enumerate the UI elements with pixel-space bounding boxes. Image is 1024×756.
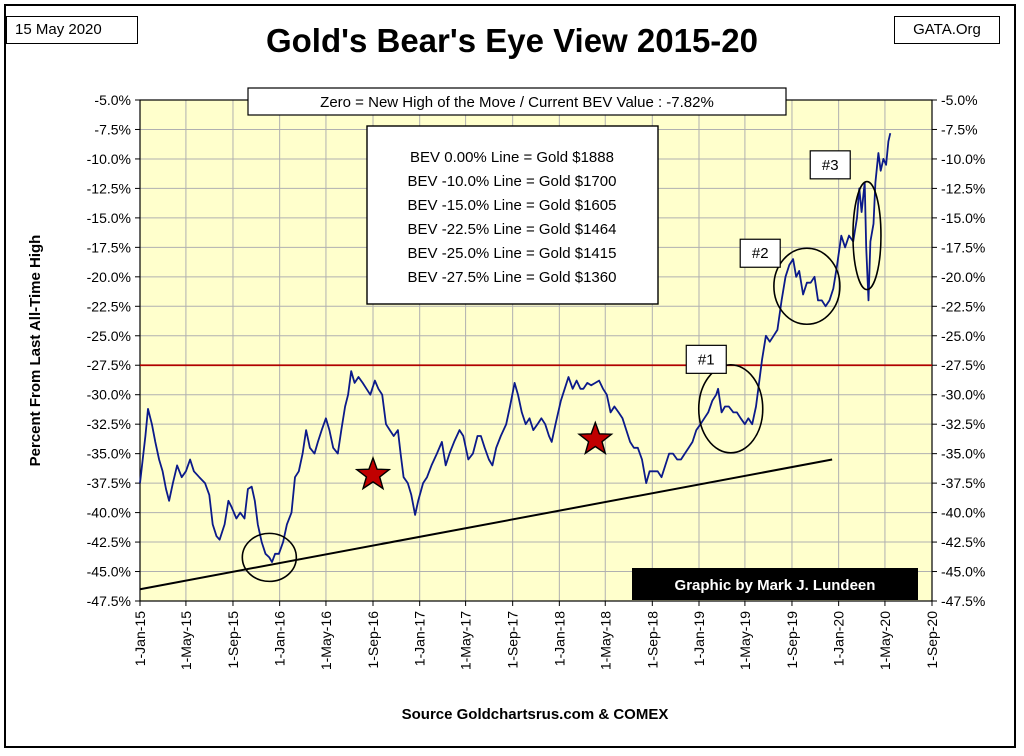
- y-tick-label-right: -45.0%: [941, 564, 985, 580]
- y-tick-label-right: -40.0%: [941, 505, 985, 521]
- y-tick-label-right: -30.0%: [941, 387, 985, 403]
- y-tick-label-left: -35.0%: [87, 446, 131, 462]
- y-tick-label-left: -5.0%: [94, 92, 131, 108]
- y-tick-label-right: -15.0%: [941, 210, 985, 226]
- x-tick-label: 1-Jan-16: [272, 611, 288, 666]
- x-tick-label: 1-Sep-19: [784, 611, 800, 669]
- y-tick-label-left: -17.5%: [87, 239, 131, 255]
- x-tick-label: 1-May-18: [597, 611, 613, 670]
- x-tick-label: 1-Jan-15: [132, 611, 148, 666]
- x-tick-label: 1-Sep-17: [505, 611, 521, 669]
- y-tick-label-right: -10.0%: [941, 151, 985, 167]
- x-tick-label: 1-May-15: [178, 611, 194, 670]
- y-tick-label-left: -47.5%: [87, 593, 131, 609]
- highlight-ellipse: [241, 532, 298, 583]
- x-tick-label: 1-Jan-18: [551, 611, 567, 666]
- highlight-ellipse: [697, 364, 764, 454]
- y-tick-label-right: -25.0%: [941, 328, 985, 344]
- y-tick-label-left: -30.0%: [87, 387, 131, 403]
- y-tick-label-left: -25.0%: [87, 328, 131, 344]
- chart-title: Gold's Bear's Eye View 2015-20: [265, 22, 759, 59]
- bev-table-row: BEV -25.0% Line = Gold $1415: [408, 245, 617, 262]
- y-tick-label-left: -45.0%: [87, 564, 131, 580]
- series-line: [139, 132, 892, 563]
- y-tick-label-right: -42.5%: [941, 534, 985, 550]
- highlight-ellipse: [852, 180, 882, 291]
- y-tick-label-left: -12.5%: [87, 180, 131, 196]
- bev-table-row: BEV -10.0% Line = Gold $1700: [408, 173, 617, 190]
- y-tick-label-left: -7.5%: [94, 121, 131, 137]
- y-tick-label-right: -22.5%: [941, 298, 985, 314]
- header-annotation-text: Zero = New High of the Move / Current BE…: [320, 94, 714, 111]
- y-tick-label-left: -32.5%: [87, 416, 131, 432]
- credit-text: Graphic by Mark J. Lundeen: [675, 577, 876, 594]
- header-annotation-box: [247, 87, 787, 116]
- callout-box: [809, 150, 851, 180]
- y-tick-label-left: -27.5%: [87, 357, 131, 373]
- y-tick-label-left: -15.0%: [87, 210, 131, 226]
- callout-label: #3: [822, 157, 839, 174]
- callout-box: [685, 344, 727, 374]
- callout-box: [739, 238, 781, 268]
- y-tick-label-right: -27.5%: [941, 357, 985, 373]
- y-tick-label-left: -20.0%: [87, 269, 131, 285]
- x-tick-label: 1-May-17: [458, 611, 474, 670]
- bev-table-row: BEV -22.5% Line = Gold $1464: [408, 221, 617, 238]
- callout-label: #1: [698, 351, 715, 368]
- site-label: GATA.Org: [894, 16, 1000, 44]
- y-tick-label-right: -35.0%: [941, 446, 985, 462]
- y-tick-label-right: -7.5%: [941, 121, 978, 137]
- y-tick-label-left: -40.0%: [87, 505, 131, 521]
- bev-table-row: BEV 0.00% Line = Gold $1888: [410, 149, 614, 166]
- y-tick-label-left: -37.5%: [87, 475, 131, 491]
- x-tick-label: 1-Jan-19: [691, 611, 707, 666]
- trend-line: [139, 458, 833, 591]
- x-tick-label: 1-May-20: [877, 611, 893, 670]
- y-axis-title: Percent From Last All-Time High: [27, 235, 44, 467]
- y-tick-label-right: -37.5%: [941, 475, 985, 491]
- y-tick-label-right: -5.0%: [941, 92, 978, 108]
- y-tick-label-right: -47.5%: [941, 593, 985, 609]
- y-tick-label-right: -32.5%: [941, 416, 985, 432]
- y-tick-label-left: -10.0%: [87, 151, 131, 167]
- star-marker: [354, 455, 392, 491]
- star-marker: [577, 420, 614, 455]
- y-tick-label-right: -17.5%: [941, 239, 985, 255]
- callout-label: #2: [752, 245, 769, 262]
- x-tick-label: 1-Jan-20: [831, 611, 847, 666]
- source-label: Source Goldchartsrus.com & COMEX: [401, 706, 669, 723]
- x-tick-label: 1-Sep-16: [365, 611, 381, 669]
- x-tick-label: 1-May-19: [737, 611, 753, 670]
- x-tick-label: 1-Sep-18: [644, 611, 660, 669]
- y-tick-label-right: -20.0%: [941, 269, 985, 285]
- y-tick-label-left: -22.5%: [87, 298, 131, 314]
- bev-table-box: [366, 125, 659, 305]
- y-tick-label-left: -42.5%: [87, 534, 131, 550]
- y-tick-label-right: -12.5%: [941, 180, 985, 196]
- credit-box: [632, 568, 918, 600]
- x-tick-label: 1-Jan-17: [412, 611, 428, 666]
- x-tick-label: 1-May-16: [318, 611, 334, 670]
- x-tick-label: 1-Sep-15: [225, 611, 241, 669]
- highlight-ellipse: [773, 247, 841, 326]
- date-label: 15 May 2020: [6, 16, 138, 44]
- bev-table-row: BEV -27.5% Line = Gold $1360: [408, 269, 617, 286]
- x-tick-label: 1-Sep-20: [924, 611, 940, 669]
- bev-table-row: BEV -15.0% Line = Gold $1605: [408, 197, 617, 214]
